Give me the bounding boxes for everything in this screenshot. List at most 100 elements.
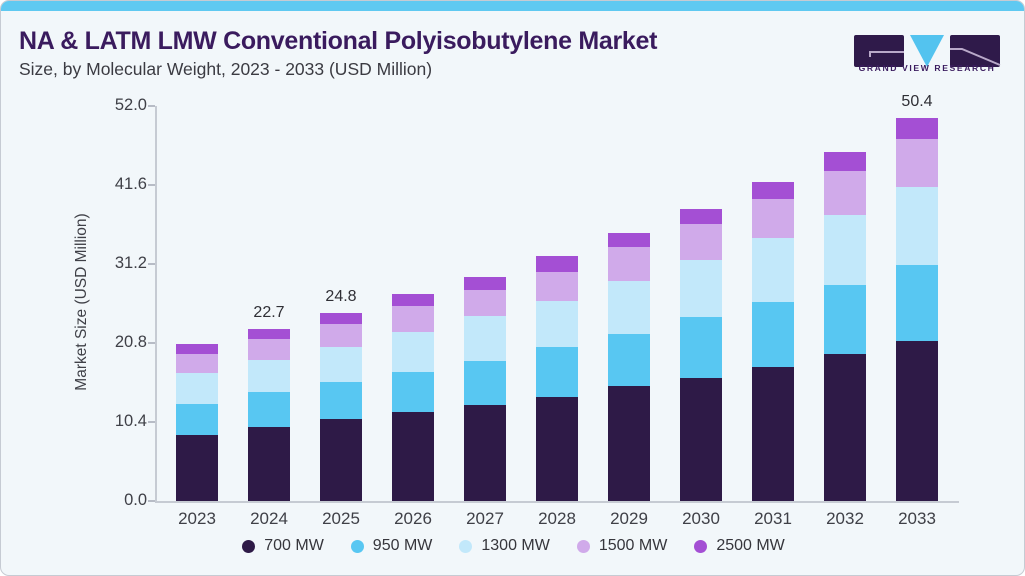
bar-segment-1500mw	[752, 199, 794, 239]
bar-segment-2500mw	[824, 151, 866, 172]
bar-segment-1300mw	[536, 301, 578, 347]
bar-segment-950mw	[464, 361, 506, 406]
bar-segment-700mw	[752, 366, 794, 501]
chart-subtitle: Size, by Molecular Weight, 2023 - 2033 (…	[19, 59, 433, 79]
bar-segment-1300mw	[608, 280, 650, 334]
bar-segment-1500mw	[320, 324, 362, 347]
y-tick-mark	[148, 263, 155, 265]
bar-segment-1500mw	[824, 171, 866, 215]
bar-segment-2500mw	[176, 343, 218, 354]
y-axis-title: Market Size (USD Million)	[73, 213, 90, 391]
legend-item: 950 MW	[350, 537, 433, 555]
y-tick-label: 41.6	[114, 175, 147, 193]
x-tick-label: 2023	[178, 509, 216, 528]
x-axis-line	[155, 501, 959, 503]
bar-segment-950mw	[536, 346, 578, 397]
bar-segment-2500mw	[608, 232, 650, 247]
bar-segment-1500mw	[392, 305, 434, 333]
bar-segment-950mw	[608, 333, 650, 387]
legend-item: 700 MW	[242, 537, 324, 555]
y-tick-label: 10.4	[114, 412, 147, 430]
gvr-logo-text: GRAND VIEW RESEARCH	[858, 63, 996, 73]
legend-label: 1300 MW	[481, 537, 550, 554]
legend-dot-icon	[350, 539, 364, 553]
bar-segment-700mw	[392, 412, 434, 501]
bar-segment-950mw	[248, 392, 290, 427]
bar-segment-700mw	[320, 418, 362, 501]
legend-item: 1500 MW	[576, 537, 668, 555]
bar-segment-2500mw	[896, 118, 938, 139]
legend-label: 1500 MW	[598, 537, 668, 554]
logo-r-glyph	[950, 48, 1001, 66]
bar-segment-950mw	[896, 264, 938, 341]
legend-item: 1300 MW	[459, 537, 550, 555]
bar-segment-1500mw	[176, 353, 218, 373]
y-tick-label: 0.0	[124, 491, 147, 509]
bar-segment-700mw	[464, 405, 506, 501]
gvr-logo	[854, 35, 1001, 67]
bar-segment-700mw	[176, 434, 218, 501]
bar-segment-700mw	[824, 353, 866, 501]
bar-segment-1300mw	[896, 187, 938, 265]
chart-legend: 700 MW 950 MW 1300 MW 1500 MW 2500 MW	[1, 537, 1024, 555]
bar-segment-700mw	[608, 386, 650, 501]
bar-segment-950mw	[680, 317, 722, 378]
y-tick-mark	[148, 342, 155, 344]
bar-segment-1300mw	[320, 346, 362, 382]
logo-g-glyph	[869, 51, 904, 57]
bar-segment-2500mw	[752, 181, 794, 200]
legend-dot-icon	[242, 539, 256, 553]
bar-segment-1300mw	[176, 372, 218, 404]
bar-segment-950mw	[752, 301, 794, 367]
bar-segment-950mw	[824, 285, 866, 354]
legend-label: 950 MW	[372, 537, 433, 554]
legend-item: 2500 MW	[694, 537, 785, 555]
bar-segment-2500mw	[536, 256, 578, 272]
bar-segment-1500mw	[464, 289, 506, 317]
y-tick-label: 31.2	[114, 254, 147, 272]
bar-segment-700mw	[896, 340, 938, 501]
bar-value-label: 24.8	[325, 287, 357, 305]
y-axis-line	[155, 106, 157, 501]
chart-title: NA & LATM LMW Conventional Polyisobutyle…	[19, 27, 658, 55]
bar-segment-1500mw	[680, 223, 722, 261]
top-accent-strip	[1, 1, 1024, 11]
y-tick-mark	[148, 105, 155, 107]
bar-segment-700mw	[536, 396, 578, 501]
bar-value-label: 50.4	[901, 93, 933, 111]
y-tick-mark	[148, 500, 155, 502]
bar-segment-1500mw	[608, 246, 650, 281]
legend-dot-icon	[459, 539, 473, 553]
logo-v-triangle	[910, 35, 944, 67]
y-tick-mark	[148, 184, 155, 186]
y-tick-label: 52.0	[114, 96, 147, 114]
bar-segment-2500mw	[680, 209, 722, 224]
x-tick-label: 2025	[322, 509, 360, 528]
x-tick-label: 2027	[466, 509, 504, 528]
x-tick-label: 2029	[610, 509, 648, 528]
bar-segment-950mw	[320, 381, 362, 419]
y-tick-label: 20.8	[114, 333, 147, 351]
legend-label: 700 MW	[264, 537, 324, 554]
x-tick-label: 2026	[394, 509, 432, 528]
legend-dot-icon	[694, 539, 708, 553]
bar-segment-1500mw	[536, 271, 578, 302]
bar-segment-1500mw	[896, 138, 938, 188]
legend-label: 2500 MW	[716, 537, 785, 554]
x-tick-label: 2030	[682, 509, 720, 528]
bar-segment-700mw	[680, 377, 722, 501]
bar-segment-1300mw	[248, 360, 290, 393]
bar-segment-2500mw	[392, 294, 434, 306]
bar-segment-700mw	[248, 426, 290, 501]
bar-segment-2500mw	[248, 328, 290, 340]
bar-segment-950mw	[392, 371, 434, 413]
bar-segment-1300mw	[824, 214, 866, 286]
bar-segment-1300mw	[680, 260, 722, 318]
bar-segment-1300mw	[752, 238, 794, 302]
x-tick-label: 2031	[754, 509, 792, 528]
x-tick-label: 2032	[826, 509, 864, 528]
bar-segment-2500mw	[320, 312, 362, 324]
x-tick-label: 2028	[538, 509, 576, 528]
